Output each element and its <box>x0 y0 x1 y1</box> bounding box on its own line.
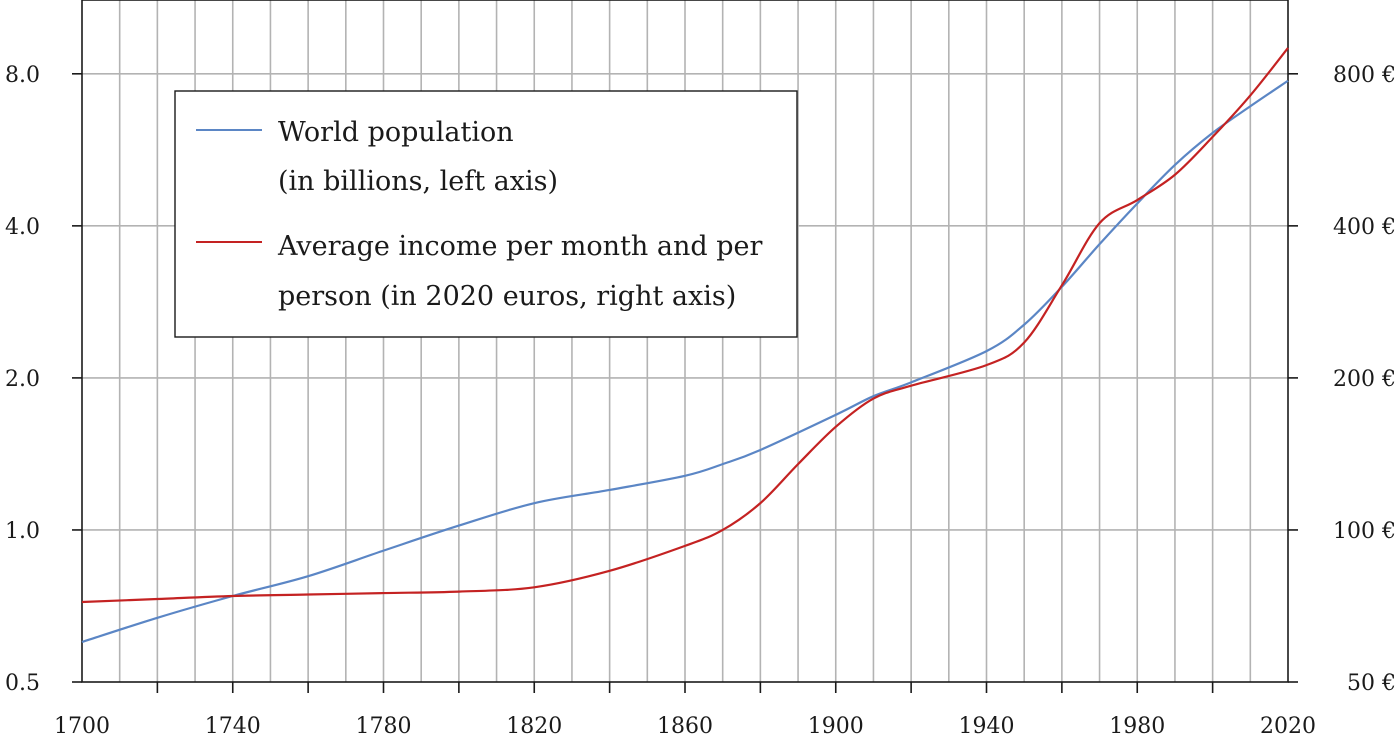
x-axis: 1700 1740 1780 1820 1860 1900 1940 1980 2020 <box>54 682 1316 739</box>
y-right-tick-label: 400 € <box>1333 215 1396 240</box>
x-tick-label: 1940 <box>959 714 1015 739</box>
x-tick-label: 1740 <box>205 714 261 739</box>
legend-label-income-sub: person (in 2020 euros, right axis) <box>278 281 736 312</box>
series-line-income <box>81 47 1289 604</box>
x-tick-label: 1900 <box>808 714 864 739</box>
series <box>81 47 1289 644</box>
legend-label-population-sub: (in billions, left axis) <box>278 166 558 197</box>
x-tick-label: 1860 <box>657 714 713 739</box>
series-line-population <box>81 79 1289 644</box>
x-tick-label: 1980 <box>1109 714 1165 739</box>
legend: World population (in billions, left axis… <box>174 90 798 338</box>
y-left-tick-label: 0.5 <box>5 671 40 696</box>
x-tick-label: 2020 <box>1260 714 1316 739</box>
y-axis-right: 50 € 100 € 200 € 400 € 800 € <box>1288 63 1396 696</box>
legend-label-income: Average income per month and per <box>277 231 762 262</box>
x-tick-label: 1700 <box>54 714 110 739</box>
y-right-tick-label: 800 € <box>1333 63 1396 88</box>
y-left-tick-label: 1.0 <box>5 519 40 544</box>
y-axis-left: 0.5 1.0 2.0 4.0 8.0 <box>5 63 82 696</box>
y-left-tick-label: 2.0 <box>5 367 40 392</box>
y-right-tick-label: 50 € <box>1347 671 1396 696</box>
legend-label-population: World population <box>278 117 514 148</box>
legend-box <box>174 90 798 338</box>
x-tick-label: 1780 <box>356 714 412 739</box>
y-right-tick-label: 200 € <box>1333 367 1396 392</box>
y-right-tick-label: 100 € <box>1333 519 1396 544</box>
y-left-tick-label: 4.0 <box>5 215 40 240</box>
x-tick-label: 1820 <box>506 714 562 739</box>
y-left-tick-label: 8.0 <box>5 63 40 88</box>
